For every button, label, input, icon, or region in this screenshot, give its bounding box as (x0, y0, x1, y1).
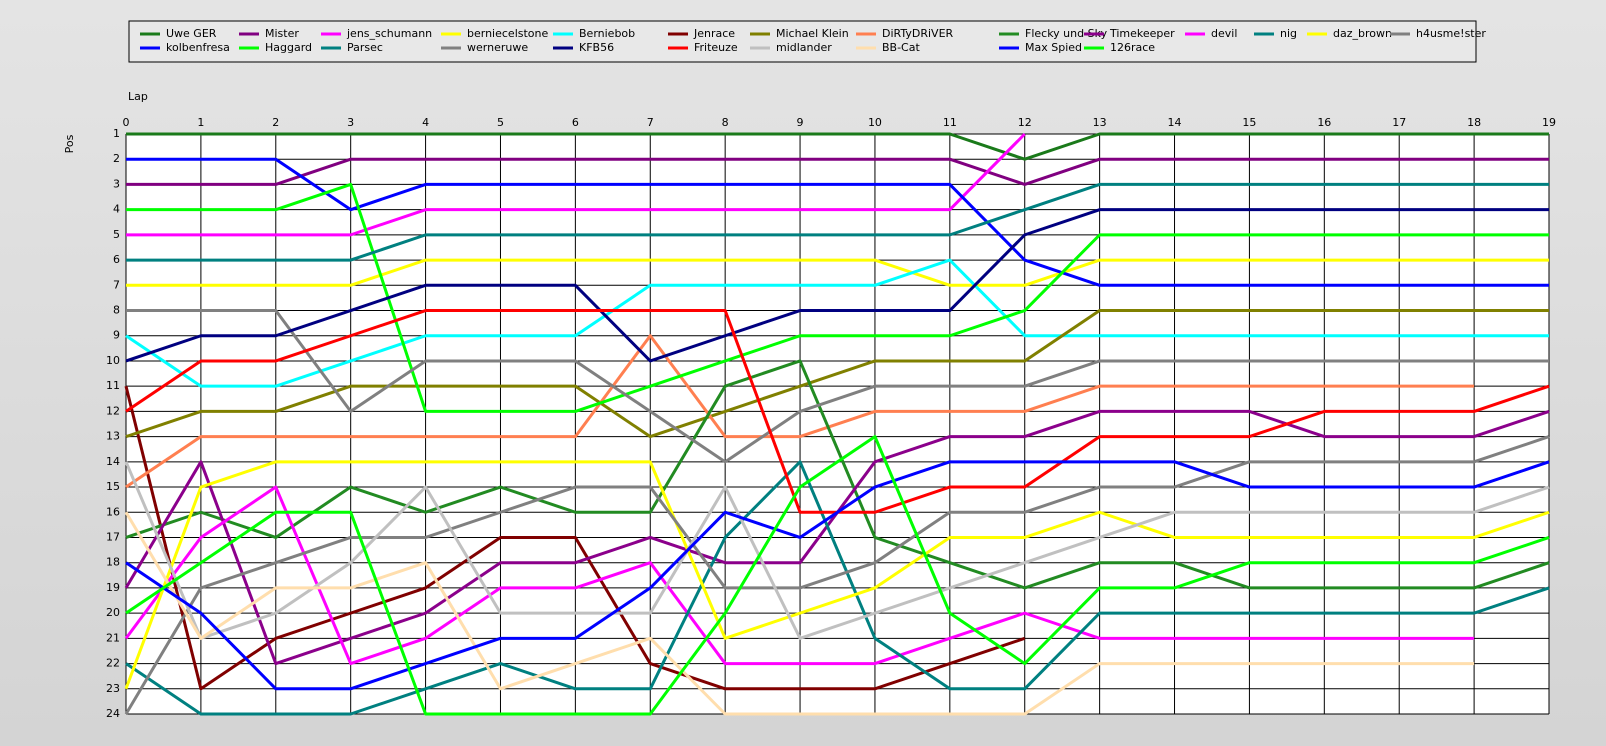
y-tick-label: 22 (106, 657, 120, 670)
y-tick-label: 17 (106, 530, 120, 543)
legend-label: KFB56 (579, 41, 614, 54)
legend-label: jens_schumann (346, 27, 432, 40)
legend-label: h4usme!ster (1416, 27, 1486, 40)
series-line (126, 132, 1026, 237)
y-tick-label: 5 (113, 228, 120, 241)
series-line (126, 157, 1549, 287)
x-tick-label: 9 (797, 116, 804, 129)
y-tick-label: 4 (113, 203, 120, 216)
legend-label: 126race (1110, 41, 1155, 54)
series-line (125, 460, 1550, 716)
legend-label: Mister (265, 27, 299, 40)
legend-label: Berniebob (579, 27, 635, 40)
legend-label: Parsec (347, 41, 383, 54)
legend-label: Uwe GER (166, 27, 217, 40)
y-tick-label: 12 (106, 404, 120, 417)
series-line (124, 485, 1475, 666)
y-tick-label: 11 (106, 379, 120, 392)
legend-label: Michael Klein (776, 27, 849, 40)
legend-box (128, 20, 1477, 63)
y-tick-label: 14 (106, 455, 120, 468)
series-line (125, 460, 1550, 691)
series-line (124, 385, 1026, 691)
x-axis-label: Lap (128, 90, 148, 103)
x-tick-label: 13 (1093, 116, 1107, 129)
x-tick-label: 0 (123, 116, 130, 129)
legend-label: werneruwe (467, 41, 528, 54)
legend-label: kolbenfresa (166, 41, 230, 54)
x-tick-label: 3 (347, 116, 354, 129)
legend-label: berniecelstone (467, 27, 548, 40)
series-line (124, 511, 1475, 716)
series-line (125, 359, 1550, 590)
x-tick-label: 12 (1018, 116, 1032, 129)
legend-label: Flecky und Sky (1025, 27, 1108, 40)
y-axis-label: Pos (63, 134, 76, 153)
x-tick-label: 7 (647, 116, 654, 129)
series-line (124, 460, 1550, 690)
y-tick-label: 3 (113, 177, 120, 190)
y-tick-label: 21 (106, 631, 120, 644)
x-tick-label: 16 (1317, 116, 1331, 129)
series-line (125, 258, 1549, 388)
x-tick-label: 14 (1168, 116, 1182, 129)
y-tick-label: 13 (106, 430, 120, 443)
x-tick-label: 6 (572, 116, 579, 129)
y-tick-label: 9 (113, 329, 120, 342)
series-line (126, 132, 1549, 161)
y-tick-label: 8 (113, 304, 120, 317)
legend-label: Jenrace (693, 27, 735, 40)
x-tick-label: 10 (868, 116, 882, 129)
series-line (126, 182, 1549, 262)
x-tick-label: 2 (272, 116, 279, 129)
series-line (125, 334, 1475, 489)
x-tick-label: 1 (197, 116, 204, 129)
legend-label: devil (1211, 27, 1237, 40)
legend-label: Friteuze (694, 41, 738, 54)
y-tick-label: 16 (106, 505, 120, 518)
y-tick-label: 18 (106, 556, 120, 569)
y-tick-label: 2 (113, 152, 120, 165)
x-tick-label: 4 (422, 116, 429, 129)
legend-label: Timekeeper (1109, 27, 1175, 40)
series-line (126, 157, 1549, 186)
series-line (125, 208, 1549, 363)
x-tick-label: 8 (722, 116, 729, 129)
series-line (124, 435, 1550, 715)
x-tick-label: 17 (1392, 116, 1406, 129)
legend-label: Haggard (265, 41, 312, 54)
y-tick-label: 24 (106, 707, 120, 720)
legend-label: midlander (776, 41, 832, 54)
y-tick-label: 1 (113, 127, 120, 140)
y-tick-label: 7 (113, 278, 120, 291)
y-tick-label: 20 (106, 606, 120, 619)
x-tick-label: 19 (1542, 116, 1556, 129)
y-tick-label: 10 (106, 354, 120, 367)
x-tick-label: 11 (943, 116, 957, 129)
series-line (125, 309, 1549, 439)
series-line (126, 258, 1549, 287)
series-line (126, 309, 1549, 464)
legend-label: DiRTyDRiVER (882, 27, 954, 40)
x-tick-label: 18 (1467, 116, 1481, 129)
legend-label: daz_brown (1333, 27, 1392, 40)
series-line (126, 182, 1549, 413)
y-tick-label: 19 (106, 581, 120, 594)
legend-label: Max Spied (1025, 41, 1082, 54)
y-tick-label: 23 (106, 682, 120, 695)
legend-label: BB-Cat (882, 41, 920, 54)
x-tick-label: 5 (497, 116, 504, 129)
y-tick-label: 15 (106, 480, 120, 493)
y-tick-label: 6 (113, 253, 120, 266)
legend-label: nig (1280, 27, 1297, 40)
x-tick-label: 15 (1242, 116, 1256, 129)
series-line (125, 435, 1550, 716)
